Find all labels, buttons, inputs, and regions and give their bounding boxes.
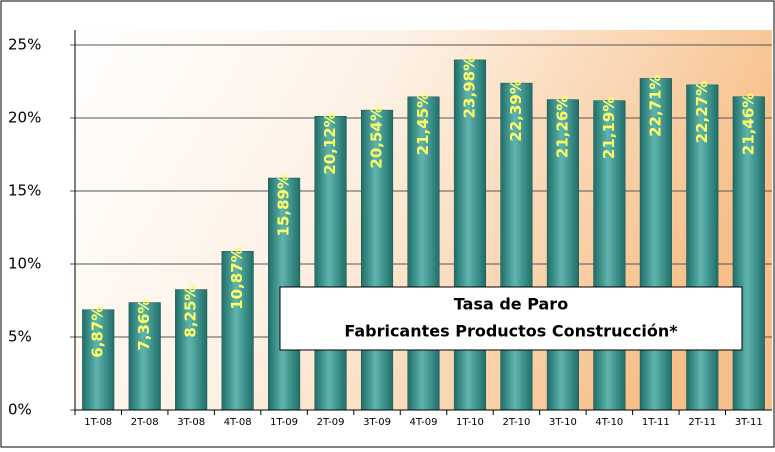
value-label: 22,71% — [646, 74, 664, 136]
value-label: 20,54% — [368, 106, 386, 168]
value-label: 21,26% — [553, 96, 571, 158]
bar — [360, 109, 394, 411]
y-tick-label: 25% — [8, 36, 41, 54]
value-label: 20,12% — [321, 112, 339, 174]
y-tick-label: 5% — [8, 328, 32, 346]
bar — [686, 84, 719, 411]
x-tick-label: 3T-09 — [363, 417, 391, 428]
chart-subtitle: Fabricantes Productos Construcción* — [344, 322, 678, 341]
bar — [407, 96, 440, 411]
x-tick-label: 1T-10 — [456, 417, 484, 428]
bar — [314, 115, 347, 411]
value-label: 21,19% — [600, 97, 618, 159]
value-label: 10,87% — [228, 247, 246, 309]
value-label: 23,98% — [460, 56, 478, 118]
bar — [128, 302, 161, 411]
value-label: 15,89% — [275, 174, 293, 236]
x-tick-label: 1T-09 — [270, 417, 298, 428]
bar — [453, 59, 487, 411]
x-tick-label: 4T-10 — [595, 417, 623, 428]
value-label: 22,27% — [693, 81, 711, 143]
x-tick-label: 3T-10 — [549, 417, 577, 428]
bar — [546, 99, 579, 411]
y-tick-label: 15% — [8, 182, 41, 200]
bar — [82, 309, 115, 411]
y-tick-label: 0% — [8, 401, 32, 419]
x-tick-label: 2T-09 — [317, 417, 345, 428]
x-tick-label: 1T-11 — [642, 417, 670, 428]
value-label: 8,25% — [182, 286, 200, 338]
bar — [500, 82, 533, 411]
x-tick-label: 3T-11 — [735, 417, 763, 428]
bar — [593, 100, 626, 411]
x-tick-label: 4T-08 — [224, 417, 252, 428]
x-tick-label: 2T-08 — [131, 417, 159, 428]
bar — [221, 251, 254, 411]
x-tick-label: 2T-11 — [688, 417, 716, 428]
chart-title: Tasa de Paro — [454, 295, 568, 314]
bar — [732, 96, 765, 411]
y-tick-label: 20% — [8, 109, 41, 127]
x-tick-label: 1T-08 — [84, 417, 112, 428]
value-label: 21,45% — [414, 93, 432, 155]
value-label: 6,87% — [89, 306, 107, 358]
y-tick-label: 10% — [8, 255, 41, 273]
x-tick-label: 2T-10 — [502, 417, 530, 428]
value-label: 22,39% — [507, 79, 525, 141]
value-label: 21,46% — [739, 93, 757, 155]
x-tick-label: 4T-09 — [410, 417, 438, 428]
x-tick-label: 3T-08 — [177, 417, 205, 428]
value-label: 7,36% — [135, 299, 153, 351]
title-box — [279, 286, 743, 351]
